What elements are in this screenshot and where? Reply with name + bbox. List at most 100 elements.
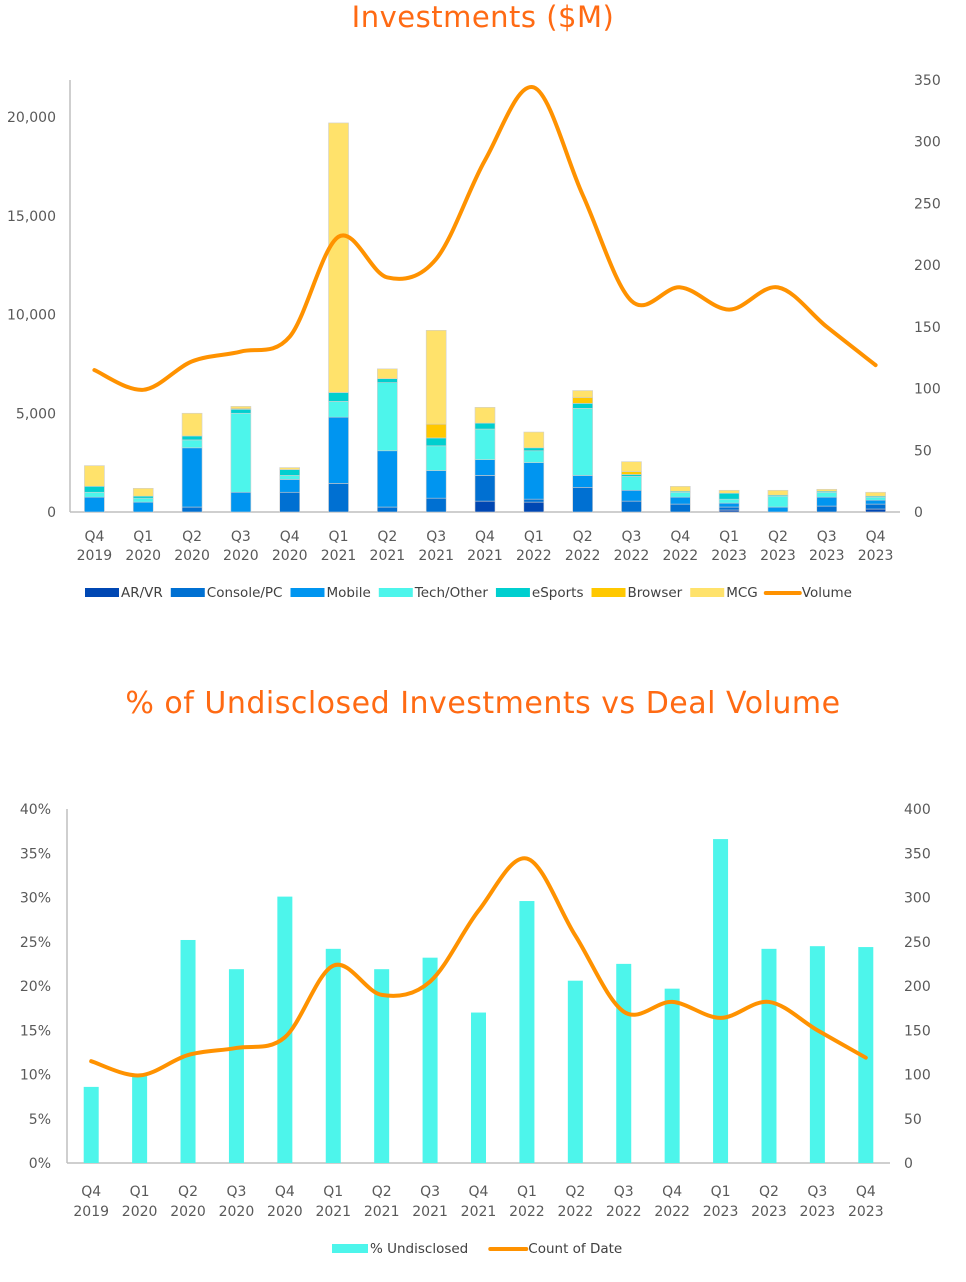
bar-mcg-1 xyxy=(132,487,154,497)
bar-mobile-6 xyxy=(377,450,398,508)
bar--undisclosed-8 xyxy=(471,1012,486,1163)
y-tick-label: 5% xyxy=(29,1112,51,1128)
chart-title-undisclosed: % of Undisclosed Investments vs Deal Vol… xyxy=(125,686,841,721)
legend-swatch-mcg xyxy=(690,588,725,597)
x-tick-label-year: 2023 xyxy=(711,548,747,564)
x-tick-label-year: 2021 xyxy=(370,548,406,564)
bar-ar-vr-9 xyxy=(523,501,545,513)
x-tick-label-year: 2021 xyxy=(418,548,454,564)
x-tick-label-year: 2023 xyxy=(800,1204,836,1220)
bar--undisclosed-10 xyxy=(567,980,583,1163)
bar-mcg-3 xyxy=(230,406,252,409)
x-tick-label-quarter: Q3 xyxy=(226,1184,246,1200)
x-tick-label-year: 2020 xyxy=(267,1204,303,1220)
y2-tick-label: 200 xyxy=(904,979,931,995)
bar-mcg-10 xyxy=(572,390,593,398)
bar-mcg-5 xyxy=(328,122,349,393)
bar-ar-vr-8 xyxy=(474,500,496,513)
x-tick-label-year: 2021 xyxy=(461,1204,497,1220)
x-tick-label-year: 2022 xyxy=(509,1204,545,1220)
x-tick-label-year: 2022 xyxy=(662,548,698,564)
x-tick-label-quarter: Q1 xyxy=(130,1184,150,1200)
bar-mobile-3 xyxy=(230,491,252,513)
bar-tech-other-15 xyxy=(816,491,838,498)
bar-console-pc-7 xyxy=(425,497,447,513)
y2-tick-label: 400 xyxy=(904,802,931,818)
x-tick-label-quarter: Q2 xyxy=(573,529,593,545)
x-tick-label-year: 2022 xyxy=(516,548,552,564)
x-tick-label-quarter: Q4 xyxy=(475,529,495,545)
line-count-of-date xyxy=(89,856,868,1078)
bar-console-pc-16 xyxy=(865,503,886,510)
legend-label-browser: Browser xyxy=(628,585,683,601)
bar-tech-other-0 xyxy=(84,491,105,498)
x-tick-label-quarter: Q3 xyxy=(807,1184,827,1200)
x-tick-label-year: 2021 xyxy=(364,1204,400,1220)
bar-tech-other-7 xyxy=(425,445,447,471)
bar-tech-other-2 xyxy=(181,439,203,449)
y2-tick-label: 350 xyxy=(914,73,941,89)
y2-tick-label: 150 xyxy=(904,1023,931,1039)
bar-esports-8 xyxy=(474,422,496,430)
x-tick-label-quarter: Q4 xyxy=(84,529,104,545)
bar-mobile-14 xyxy=(767,506,789,513)
bar-browser-7 xyxy=(425,423,447,439)
bar-mcg-15 xyxy=(816,488,838,492)
bar-browser-10 xyxy=(572,397,593,404)
bar-mcg-12 xyxy=(669,486,691,492)
bar-console-pc-10 xyxy=(572,487,593,513)
bar-mcg-4 xyxy=(279,467,301,470)
legend-label-esports: eSports xyxy=(532,585,584,601)
y-tick-label: 20% xyxy=(20,979,51,995)
bar-esports-0 xyxy=(84,486,105,493)
bar-mcg-8 xyxy=(474,407,496,424)
x-tick-label-quarter: Q3 xyxy=(817,529,837,545)
bar-mobile-0 xyxy=(84,496,105,513)
bar-tech-other-3 xyxy=(230,412,252,493)
bar-tech-other-4 xyxy=(279,475,301,480)
x-tick-label-quarter: Q1 xyxy=(719,529,739,545)
x-tick-label-quarter: Q2 xyxy=(377,529,397,545)
y-tick-label: 40% xyxy=(20,802,51,818)
x-tick-label-year: 2023 xyxy=(809,548,845,564)
x-tick-label-quarter: Q1 xyxy=(517,1184,537,1200)
y2-tick-label: 300 xyxy=(904,891,931,907)
y2-tick-label: 0 xyxy=(904,1156,913,1172)
bar-esports-4 xyxy=(279,469,301,476)
bar-browser-11 xyxy=(621,471,642,475)
x-tick-label-year: 2023 xyxy=(848,1204,884,1220)
y2-tick-label: 300 xyxy=(914,135,941,151)
bar-esports-13 xyxy=(718,492,740,500)
bar--undisclosed-0 xyxy=(83,1086,99,1163)
bar-tech-other-8 xyxy=(474,428,496,460)
legend-swatch-console-pc xyxy=(170,588,205,597)
y2-tick-label: 250 xyxy=(914,196,941,212)
investments-chart: 0 5,000 10,000 15,000 20,000 0 50 100 150 200 250… xyxy=(7,73,941,601)
bar-esports-10 xyxy=(572,403,593,409)
x-tick-label-year: 2021 xyxy=(315,1204,351,1220)
bar-console-pc-15 xyxy=(816,505,838,513)
y-tick-label: 30% xyxy=(20,891,51,907)
bar--undisclosed-14 xyxy=(761,948,777,1163)
legend-label-console-pc: Console/PC xyxy=(207,585,283,601)
y-tick-label: 15,000 xyxy=(7,209,56,225)
bar-console-pc-9 xyxy=(523,498,545,503)
bar-mobile-5 xyxy=(328,416,349,484)
bar-ar-vr-16 xyxy=(865,508,886,513)
chart-title-investments: Investments ($M) xyxy=(351,0,615,34)
bar--undisclosed-6 xyxy=(374,969,390,1163)
legend-swatch-mobile xyxy=(290,588,325,597)
bar-mcg-6 xyxy=(377,368,398,379)
y2-tick-label: 250 xyxy=(904,935,931,951)
x-tick-label-year: 2020 xyxy=(219,1204,255,1220)
bar-mobile-13 xyxy=(718,502,740,508)
bar-tech-other-16 xyxy=(865,496,886,501)
legend-swatch-ar-vr xyxy=(85,588,119,597)
bar-mcg-11 xyxy=(621,461,642,472)
x-tick-label-quarter: Q1 xyxy=(323,1184,343,1200)
x-tick-label-year: 2020 xyxy=(170,1204,206,1220)
legend-swatch-esports xyxy=(495,588,530,597)
bar-tech-other-13 xyxy=(718,498,740,504)
bar--undisclosed-11 xyxy=(616,963,632,1163)
x-tick-label-year: 2021 xyxy=(467,548,503,564)
